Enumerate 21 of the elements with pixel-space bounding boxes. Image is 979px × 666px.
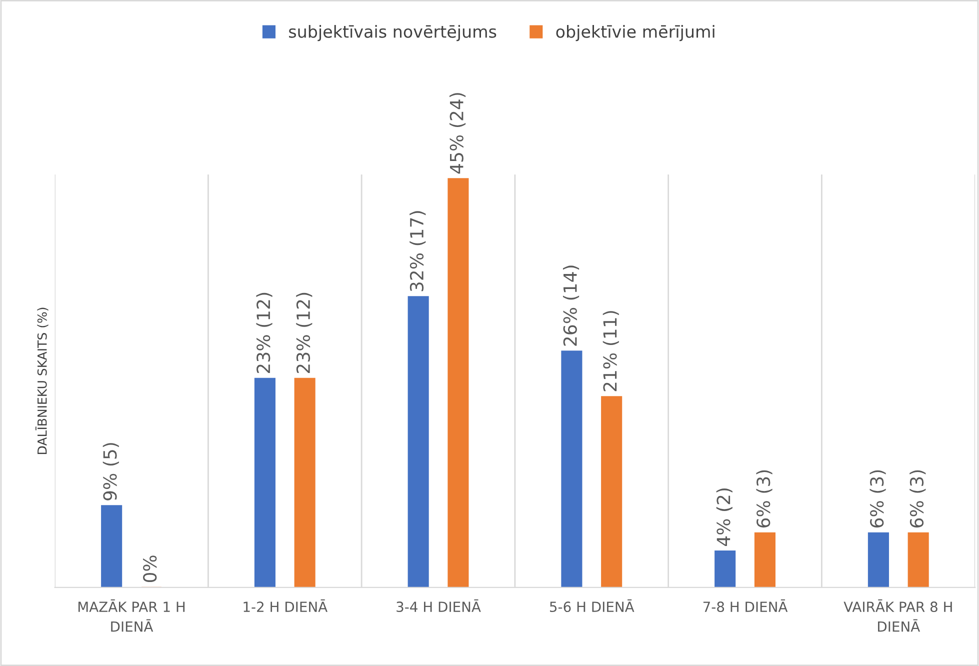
x-tick-label: VAIRĀK PAR 8 H DIENĀ [844,599,952,632]
data-label: 23% (12) [256,292,272,373]
data-label: 6% (3) [870,470,886,528]
x-tick-label: 1-2 H DIENĀ [244,599,328,612]
data-label: 6% (3) [756,470,772,528]
data-label: 0% [143,556,157,582]
data-label: 6% (3) [910,470,926,528]
data-label: 4% (2) [716,488,732,546]
x-tick-label: 5-6 H DIENĀ [550,599,634,612]
x-tick-label: 7-8 H DIENĀ [703,599,788,612]
data-label: 26% (14) [562,266,580,346]
data-label: 23% (12) [296,292,312,373]
legend-label: subjektīvais novērtējums [289,24,496,42]
legend-label: objektīvie mērījumi [556,24,714,42]
data-label: 21% (11) [602,311,619,392]
data-label: 45% (24) [449,93,466,174]
data-label: 32% (17) [410,211,426,292]
x-tick-label: MAZĀK PAR 1 H DIENĀ [78,599,185,632]
y-axis-title: DALĪBNIEKU SKAITS (%) [35,308,48,454]
data-label: 9% (5) [102,443,119,500]
x-tick-label: 3-4 H DIENĀ [396,599,481,612]
